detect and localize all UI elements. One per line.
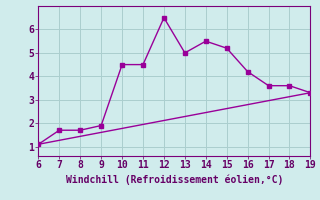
X-axis label: Windchill (Refroidissement éolien,°C): Windchill (Refroidissement éolien,°C) [66,174,283,185]
